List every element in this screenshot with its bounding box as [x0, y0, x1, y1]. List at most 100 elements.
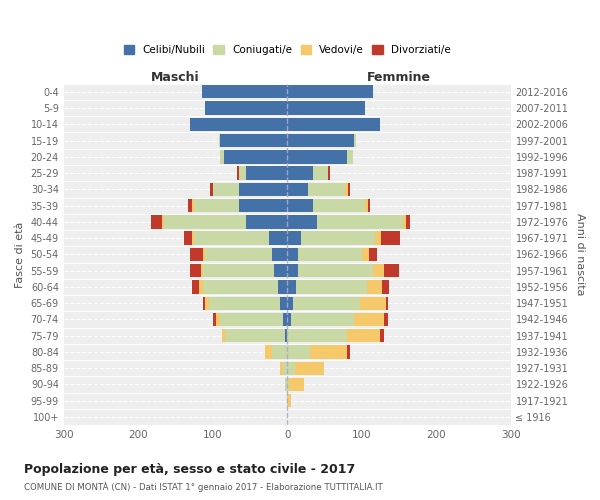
Text: Popolazione per età, sesso e stato civile - 2017: Popolazione per età, sesso e stato civil… — [24, 462, 355, 475]
Bar — [362, 248, 369, 261]
Bar — [272, 346, 287, 358]
Bar — [224, 150, 287, 164]
Bar — [217, 313, 220, 326]
Bar — [220, 134, 287, 147]
Bar — [287, 118, 380, 131]
Bar — [164, 215, 246, 228]
Bar — [386, 296, 388, 310]
Bar — [205, 296, 209, 310]
Bar — [375, 232, 381, 245]
Bar — [220, 150, 224, 164]
Bar — [151, 215, 162, 228]
Bar — [287, 85, 373, 98]
Bar — [190, 264, 201, 278]
Text: COMUNE DI MONTÀ (CN) - Dati ISTAT 1° gennaio 2017 - Elaborazione TUTTITALIA.IT: COMUNE DI MONTÀ (CN) - Dati ISTAT 1° gen… — [24, 481, 383, 492]
Bar — [293, 296, 360, 310]
Bar — [274, 264, 287, 278]
Bar — [283, 362, 287, 375]
Bar — [310, 346, 347, 358]
Bar — [221, 329, 226, 342]
Bar — [289, 378, 304, 391]
Bar — [347, 346, 350, 358]
Bar — [287, 313, 291, 326]
Bar — [213, 313, 217, 326]
Bar — [192, 199, 194, 212]
Bar — [287, 264, 298, 278]
Bar — [265, 346, 272, 358]
Bar — [368, 199, 370, 212]
Bar — [295, 362, 325, 375]
Bar — [203, 280, 278, 293]
Bar — [373, 264, 384, 278]
Bar — [203, 248, 205, 261]
Bar — [162, 215, 164, 228]
Bar — [308, 182, 345, 196]
Bar — [381, 232, 400, 245]
Bar — [403, 215, 406, 228]
Bar — [313, 166, 328, 180]
Bar — [226, 329, 285, 342]
Bar — [384, 264, 399, 278]
Bar — [246, 166, 287, 180]
Bar — [287, 248, 298, 261]
Bar — [199, 280, 203, 293]
Legend: Celibi/Nubili, Coniugati/e, Vedovi/e, Divorziati/e: Celibi/Nubili, Coniugati/e, Vedovi/e, Di… — [119, 41, 455, 60]
Bar — [205, 248, 272, 261]
Bar — [367, 280, 382, 293]
Bar — [203, 296, 205, 310]
Bar — [287, 134, 354, 147]
Bar — [211, 182, 213, 196]
Bar — [287, 329, 347, 342]
Bar — [365, 199, 368, 212]
Bar — [283, 313, 287, 326]
Bar — [190, 248, 203, 261]
Bar — [347, 329, 380, 342]
Bar — [203, 264, 274, 278]
Bar — [369, 248, 377, 261]
Bar — [287, 378, 289, 391]
Bar — [287, 182, 308, 196]
Bar — [317, 215, 403, 228]
Bar — [239, 166, 246, 180]
Bar — [272, 248, 287, 261]
Bar — [380, 329, 384, 342]
Bar — [280, 362, 283, 375]
Bar — [269, 232, 287, 245]
Bar — [246, 215, 287, 228]
Bar — [287, 232, 301, 245]
Bar — [220, 313, 283, 326]
Bar — [190, 118, 287, 131]
Bar — [236, 166, 239, 180]
Bar — [406, 215, 410, 228]
Bar — [360, 296, 386, 310]
Bar — [287, 362, 295, 375]
Y-axis label: Anni di nascita: Anni di nascita — [575, 213, 585, 296]
Bar — [192, 232, 194, 245]
Text: Maschi: Maschi — [151, 70, 200, 84]
Bar — [239, 182, 287, 196]
Bar — [287, 394, 291, 407]
Bar — [194, 232, 269, 245]
Y-axis label: Fasce di età: Fasce di età — [15, 221, 25, 288]
Bar — [345, 182, 347, 196]
Bar — [287, 296, 293, 310]
Text: Femmine: Femmine — [367, 70, 431, 84]
Bar — [313, 199, 365, 212]
Bar — [382, 280, 389, 293]
Bar — [301, 232, 375, 245]
Bar — [354, 313, 384, 326]
Bar — [285, 329, 287, 342]
Bar — [287, 199, 313, 212]
Bar — [298, 248, 362, 261]
Bar — [218, 134, 220, 147]
Bar — [205, 102, 287, 114]
Bar — [287, 150, 347, 164]
Bar — [213, 182, 239, 196]
Bar — [194, 199, 239, 212]
Bar — [239, 199, 287, 212]
Bar — [188, 199, 192, 212]
Bar — [296, 280, 367, 293]
Bar — [278, 280, 287, 293]
Bar — [298, 264, 373, 278]
Bar — [287, 346, 310, 358]
